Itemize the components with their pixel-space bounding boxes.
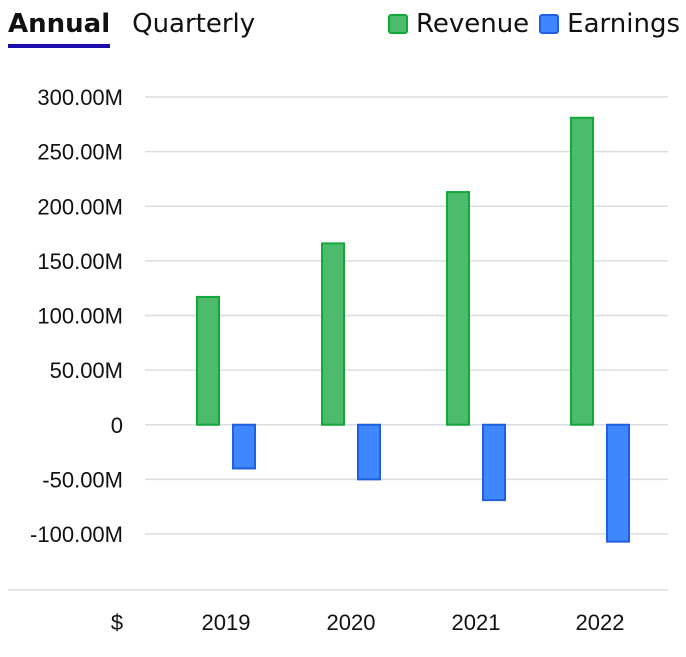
earnings-bar-2022[interactable] [606,423,630,543]
bars [196,116,630,543]
y-tick-label: 100.00M [37,304,123,329]
y-tick-label: -100.00M [30,522,123,547]
y-tick-label: 50.00M [50,358,123,383]
y-tick-label: 200.00M [37,194,123,219]
tab-annual[interactable]: Annual [8,6,111,48]
y-tick-label: 300.00M [37,85,123,110]
y-tick-label: 0 [111,413,123,438]
earnings-swatch-icon [539,14,560,34]
earnings-bar-2021[interactable] [482,423,506,502]
legend-label-revenue: Revenue [415,9,530,39]
currency-label: $ [111,610,123,635]
earnings-bar-2020[interactable] [357,423,381,481]
y-axis-ticks: 300.00M 250.00M 200.00M 150.00M 100.00M 50.00… [30,85,123,547]
x-tick-label: 2022 [576,610,625,635]
revenue-swatch-icon [387,14,408,34]
x-tick-label: 2021 [452,610,501,635]
revenue-bar-2022[interactable] [570,116,594,426]
revenue-bar-2019[interactable] [196,295,220,426]
revenue-bar-2020[interactable] [321,242,345,426]
x-axis-ticks: $2019 2020 2021 2022 [111,610,625,635]
chart-legend: Revenue Earnings [387,6,680,42]
x-tick-label: 2019 [202,610,251,635]
revenue-bar-2021[interactable] [446,191,470,426]
y-tick-label: -50.00M [42,467,123,492]
period-tabs: Annual Quarterly [8,6,255,48]
y-tick-label: 150.00M [37,249,123,274]
legend-item-earnings[interactable]: Earnings [539,6,680,42]
tab-quarterly[interactable]: Quarterly [132,9,256,39]
x-tick-label: 2020 [327,610,376,635]
y-tick-label: 250.00M [37,140,123,165]
earnings-bar-2019[interactable] [232,423,256,470]
legend-item-revenue[interactable]: Revenue [387,6,530,42]
legend-label-earnings: Earnings [567,9,680,39]
